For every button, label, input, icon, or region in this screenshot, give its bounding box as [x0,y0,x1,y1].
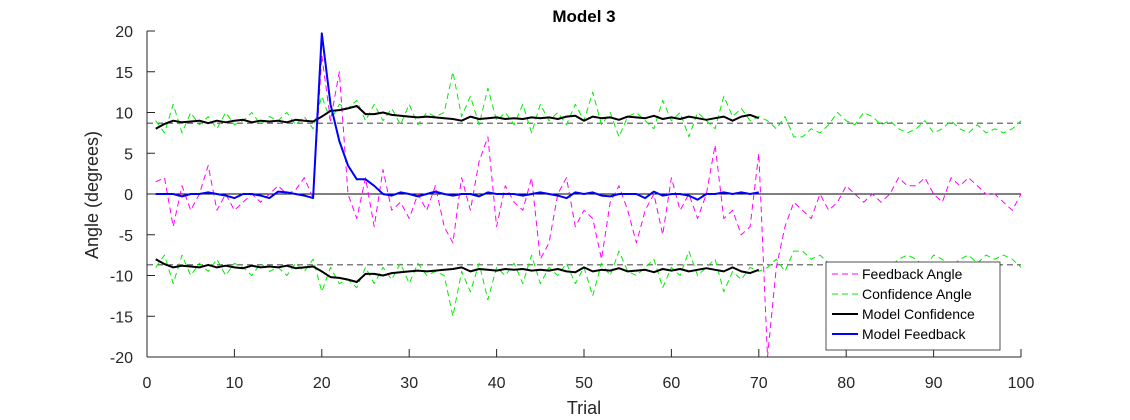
legend-label: Confidence Angle [862,286,972,302]
y-tick-label: 15 [115,65,133,82]
y-axis-label: Angle (degrees) [82,131,102,259]
x-tick-label: 10 [226,375,244,392]
x-tick-label: 70 [750,375,768,392]
y-tick-label: -15 [110,309,133,326]
series-line [155,258,760,283]
x-axis-label: Trial [567,398,601,418]
y-tick-label: -20 [110,350,133,367]
series-line [155,32,759,201]
series-line [155,71,1022,138]
series-line [155,105,760,130]
legend-label: Feedback Angle [862,266,963,282]
chart-title: Model 3 [552,7,615,26]
x-tick-label: 0 [143,375,152,392]
y-tick-label: 20 [115,24,133,41]
x-tick-label: 90 [925,375,943,392]
x-tick-label: 80 [837,375,855,392]
plot-area: 0 10 20 30 40 50 60 70 80 90 100 -20 -15 -10 -5 0 5 10 15 2… [110,24,1035,392]
legend-label: Model Confidence [862,306,975,322]
y-tick-label: 0 [124,187,133,204]
x-tick-label: 50 [575,375,593,392]
y-tick-label: -10 [110,269,133,286]
y-tick-label: 10 [115,106,133,123]
x-tick-label: 30 [400,375,418,392]
x-tick-label: 100 [1008,375,1035,392]
x-tick-label: 40 [488,375,506,392]
y-tick-label: 5 [124,146,133,163]
legend-box [825,261,1001,351]
legend-label: Model Feedback [862,326,967,342]
y-tick-label: -5 [119,228,133,245]
legend: Feedback Angle Confidence Angle Model Conf… [825,261,1001,351]
x-tick-label: 20 [313,375,331,392]
x-tick-label: 60 [663,375,681,392]
